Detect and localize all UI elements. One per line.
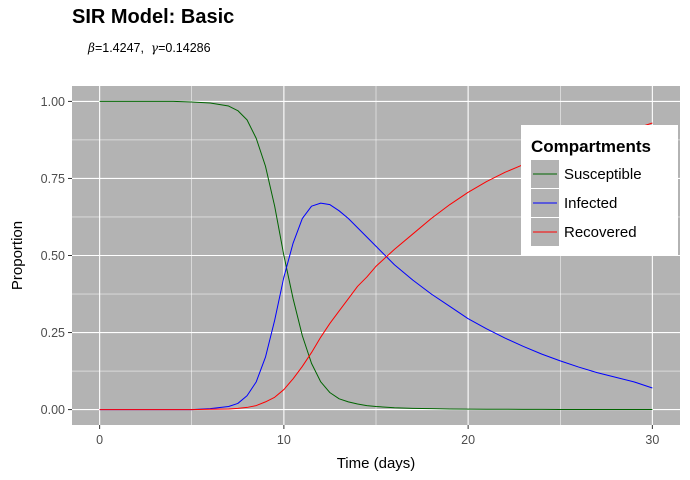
beta-value: =1.4247,: [94, 41, 144, 55]
y-tick-label: 1.00: [41, 95, 65, 109]
x-tick-label: 20: [461, 433, 475, 447]
major-gridlines: [72, 86, 680, 425]
y-axis-title: Proportion: [9, 221, 26, 290]
legend-label-infected: Infected: [564, 195, 617, 212]
gamma-value: =0.14286: [158, 41, 211, 55]
series-line-susceptible: [99, 100, 653, 411]
chart-subtitle: β=1.4247, γ=0.14286: [88, 41, 211, 55]
y-axis: 0.00 0.25 0.50 0.75 1.00: [41, 95, 72, 417]
x-tick-label: 10: [277, 433, 291, 447]
beta-symbol: β: [88, 41, 95, 55]
legend: Compartments Susceptible Infected Recovere…: [521, 125, 678, 255]
legend-label-recovered: Recovered: [564, 224, 637, 241]
legend-label-susceptible: Susceptible: [564, 166, 642, 183]
y-tick-label: 0.00: [41, 403, 65, 417]
gamma-symbol: γ: [150, 41, 159, 55]
legend-title: Compartments: [531, 137, 651, 156]
x-axis-title: Time (days): [337, 455, 416, 472]
chart-title: SIR Model: Basic: [72, 6, 235, 28]
x-tick-label: 0: [96, 433, 103, 447]
y-tick-label: 0.75: [41, 172, 65, 186]
y-tick-label: 0.25: [41, 326, 65, 340]
x-axis: 0 10 20 30: [96, 425, 659, 447]
series-line-infected: [99, 202, 653, 411]
x-tick-label: 30: [645, 433, 659, 447]
y-tick-label: 0.50: [41, 249, 65, 263]
